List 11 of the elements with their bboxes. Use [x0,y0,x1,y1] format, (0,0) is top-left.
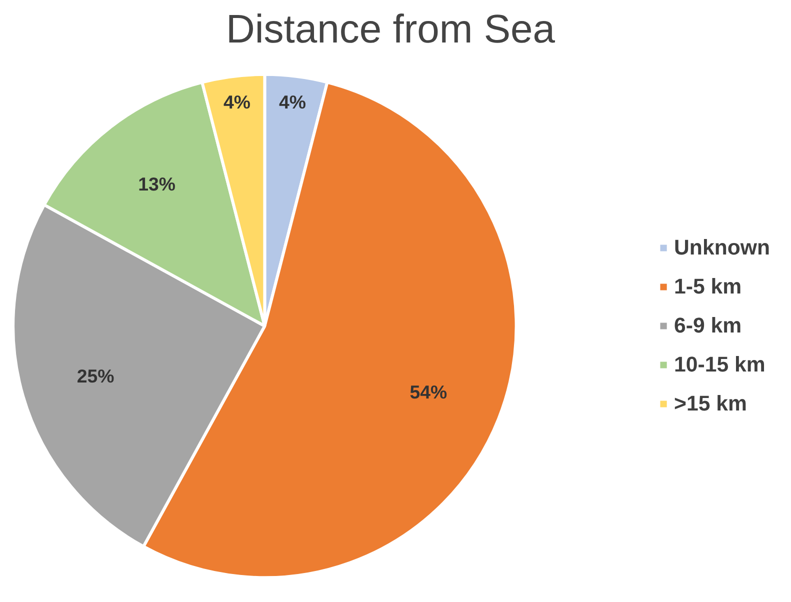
legend-label: >15 km [674,391,747,416]
data-label: 54% [410,382,448,403]
data-label: 4% [223,91,251,112]
data-label: 25% [76,366,115,387]
legend-label: 1-5 km [674,274,742,299]
legend-label: Unknown [674,235,770,260]
data-label: 4% [278,91,306,112]
legend-label: 10-15 km [674,352,766,377]
legend-label: 6-9 km [674,313,742,338]
data-label: 13% [138,174,176,195]
chart-title: Distance from Sea [226,8,556,52]
